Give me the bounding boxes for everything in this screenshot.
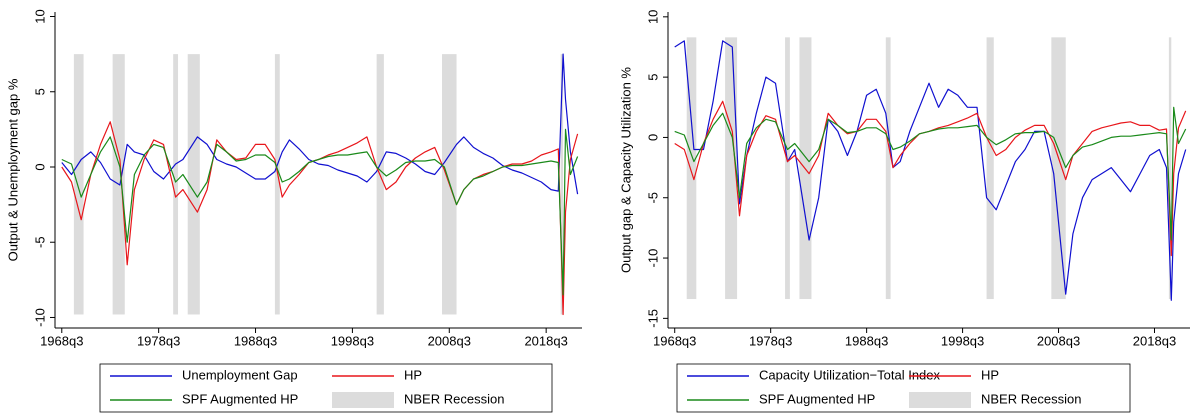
legend-box bbox=[676, 363, 1131, 413]
legend-label: SPF Augmented HP bbox=[182, 391, 298, 406]
y-tick-label: 0 bbox=[32, 163, 47, 170]
recession-band bbox=[187, 54, 200, 315]
y-tick-label: -5 bbox=[32, 236, 47, 248]
x-tick-label: 1968q3 bbox=[653, 333, 696, 348]
recession-band bbox=[73, 54, 84, 315]
legend-label: Capacity Utilization−Total Index bbox=[759, 367, 941, 382]
series-line bbox=[61, 53, 579, 195]
legend-swatch bbox=[332, 392, 394, 408]
x-tick-label: 1988q3 bbox=[234, 333, 277, 348]
x-tick-label: 1988q3 bbox=[845, 333, 888, 348]
recession-band bbox=[785, 37, 790, 300]
x-tick-label: 2008q3 bbox=[428, 333, 471, 348]
y-tick-label: 10 bbox=[32, 9, 47, 23]
recession-band bbox=[173, 54, 179, 315]
x-tick-label: 1978q3 bbox=[749, 333, 792, 348]
legend-box bbox=[99, 363, 553, 413]
y-axis-title: Output & Unemployment gap % bbox=[5, 78, 20, 261]
recession-band bbox=[1051, 37, 1066, 300]
recession-band bbox=[376, 54, 384, 315]
legend-label: Unemployment Gap bbox=[182, 367, 298, 382]
recession-band bbox=[686, 37, 697, 300]
x-tick-label: 1968q3 bbox=[40, 333, 83, 348]
recession-band bbox=[725, 37, 738, 300]
legend-label: SPF Augmented HP bbox=[759, 391, 875, 406]
recession-band bbox=[885, 37, 891, 300]
x-tick-label: 1998q3 bbox=[941, 333, 984, 348]
series-line bbox=[61, 121, 579, 316]
y-tick-label: -10 bbox=[645, 249, 660, 268]
x-tick-label: 1978q3 bbox=[137, 333, 180, 348]
recession-band bbox=[274, 54, 280, 315]
y-tick-label: 0 bbox=[645, 134, 660, 141]
x-tick-label: 1998q3 bbox=[331, 333, 374, 348]
x-tick-label: 2018q3 bbox=[524, 333, 567, 348]
series-line bbox=[674, 40, 1187, 301]
y-tick-label: -5 bbox=[645, 192, 660, 204]
legend-label: HP bbox=[404, 367, 422, 382]
x-tick-label: 2018q3 bbox=[1133, 333, 1176, 348]
y-axis-title: Output gap & Capacity Utilization % bbox=[618, 67, 633, 273]
series-line bbox=[674, 106, 1187, 241]
y-tick-label: 10 bbox=[645, 10, 660, 24]
y-tick-label: -15 bbox=[645, 309, 660, 328]
series-line bbox=[61, 128, 579, 296]
x-tick-label: 2008q3 bbox=[1037, 333, 1080, 348]
series-line bbox=[674, 100, 1187, 257]
legend-label: NBER Recession bbox=[404, 391, 504, 406]
recession-band bbox=[1168, 37, 1172, 300]
legend-swatch bbox=[909, 392, 971, 408]
legend-label: NBER Recession bbox=[981, 391, 1081, 406]
legend-label: HP bbox=[981, 367, 999, 382]
y-tick-label: 5 bbox=[645, 74, 660, 81]
recession-band bbox=[986, 37, 994, 300]
y-tick-label: 5 bbox=[32, 88, 47, 95]
recession-band bbox=[560, 54, 564, 315]
y-tick-label: -10 bbox=[32, 308, 47, 327]
